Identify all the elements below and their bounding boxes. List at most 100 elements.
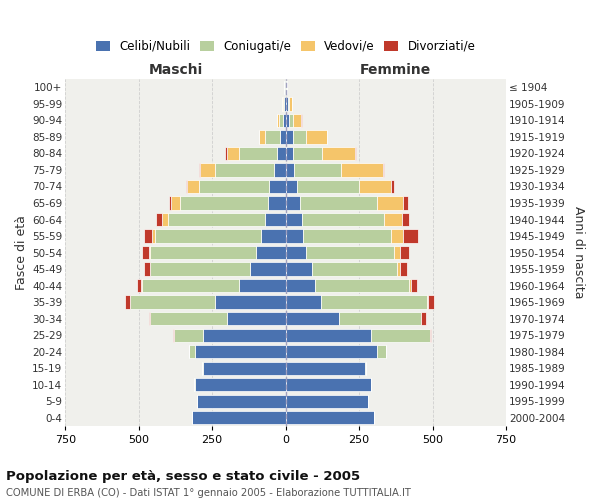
Bar <box>394 246 400 259</box>
Bar <box>130 296 215 308</box>
Bar <box>143 262 149 276</box>
Bar <box>286 411 374 424</box>
Bar <box>427 296 428 308</box>
Bar <box>239 147 277 160</box>
Bar <box>286 296 321 308</box>
Bar <box>286 345 377 358</box>
Bar <box>200 164 215 176</box>
Bar <box>286 262 312 276</box>
Bar <box>202 362 203 375</box>
Bar <box>152 230 155 242</box>
Bar <box>409 279 410 292</box>
Bar <box>191 411 286 424</box>
Bar <box>302 213 384 226</box>
Bar <box>171 196 180 209</box>
Bar <box>259 130 265 143</box>
Bar <box>315 279 409 292</box>
Bar <box>286 362 365 375</box>
Bar <box>397 262 400 276</box>
Bar <box>401 213 409 226</box>
Bar <box>377 196 403 209</box>
Bar <box>322 147 355 160</box>
Bar <box>295 164 341 176</box>
Bar <box>125 296 130 308</box>
Bar <box>260 230 286 242</box>
Bar <box>400 246 409 259</box>
Text: Popolazione per età, sesso e stato civile - 2005: Popolazione per età, sesso e stato civil… <box>6 470 360 483</box>
Bar <box>250 262 286 276</box>
Bar <box>168 213 265 226</box>
Bar <box>142 246 149 259</box>
Bar <box>265 130 280 143</box>
Bar <box>265 213 286 226</box>
Bar <box>149 262 151 276</box>
Bar <box>391 230 403 242</box>
Bar <box>306 130 327 143</box>
Bar <box>180 196 268 209</box>
Bar <box>268 196 286 209</box>
Bar <box>151 246 256 259</box>
Bar <box>149 246 151 259</box>
Bar <box>227 312 286 325</box>
Bar <box>286 394 368 408</box>
Bar <box>410 279 417 292</box>
Bar <box>286 213 302 226</box>
Bar <box>283 114 286 127</box>
Bar <box>298 180 359 193</box>
Bar <box>284 98 286 110</box>
Bar <box>274 164 286 176</box>
Bar <box>286 98 288 110</box>
Bar <box>203 328 286 342</box>
Y-axis label: Anni di nascita: Anni di nascita <box>572 206 585 299</box>
Bar <box>143 230 152 242</box>
Bar <box>286 130 293 143</box>
Bar <box>403 196 407 209</box>
Bar <box>174 328 203 342</box>
Bar <box>293 147 322 160</box>
Bar <box>156 213 162 226</box>
Bar <box>188 345 194 358</box>
Bar <box>400 262 407 276</box>
Bar <box>365 362 367 375</box>
Bar <box>383 164 384 176</box>
Bar <box>187 180 199 193</box>
Bar <box>286 147 293 160</box>
Bar <box>430 328 431 342</box>
Bar <box>197 394 286 408</box>
Bar <box>341 164 383 176</box>
Text: Maschi: Maschi <box>148 64 203 78</box>
Bar <box>286 164 295 176</box>
Legend: Celibi/Nubili, Coniugati/e, Vedovi/e, Divorziati/e: Celibi/Nubili, Coniugati/e, Vedovi/e, Di… <box>95 40 476 53</box>
Y-axis label: Fasce di età: Fasce di età <box>15 215 28 290</box>
Bar <box>282 98 283 110</box>
Bar <box>215 164 274 176</box>
Bar <box>359 180 391 193</box>
Bar <box>279 114 283 127</box>
Bar <box>194 345 286 358</box>
Bar <box>286 378 371 392</box>
Bar <box>199 180 269 193</box>
Bar <box>194 378 286 392</box>
Bar <box>289 98 292 110</box>
Bar <box>321 296 427 308</box>
Bar <box>155 230 260 242</box>
Bar <box>280 130 286 143</box>
Bar <box>226 147 227 160</box>
Bar <box>215 296 286 308</box>
Bar <box>142 279 239 292</box>
Text: Femmine: Femmine <box>360 64 431 78</box>
Bar <box>428 296 434 308</box>
Bar <box>421 312 426 325</box>
Bar <box>203 362 286 375</box>
Bar <box>303 230 391 242</box>
Bar <box>286 114 289 127</box>
Bar <box>371 328 430 342</box>
Bar <box>227 147 239 160</box>
Bar <box>286 312 338 325</box>
Bar <box>151 262 250 276</box>
Bar <box>338 312 421 325</box>
Text: COMUNE DI ERBA (CO) - Dati ISTAT 1° gennaio 2005 - Elaborazione TUTTITALIA.IT: COMUNE DI ERBA (CO) - Dati ISTAT 1° genn… <box>6 488 411 498</box>
Bar <box>239 279 286 292</box>
Bar <box>391 180 394 193</box>
Bar <box>288 98 289 110</box>
